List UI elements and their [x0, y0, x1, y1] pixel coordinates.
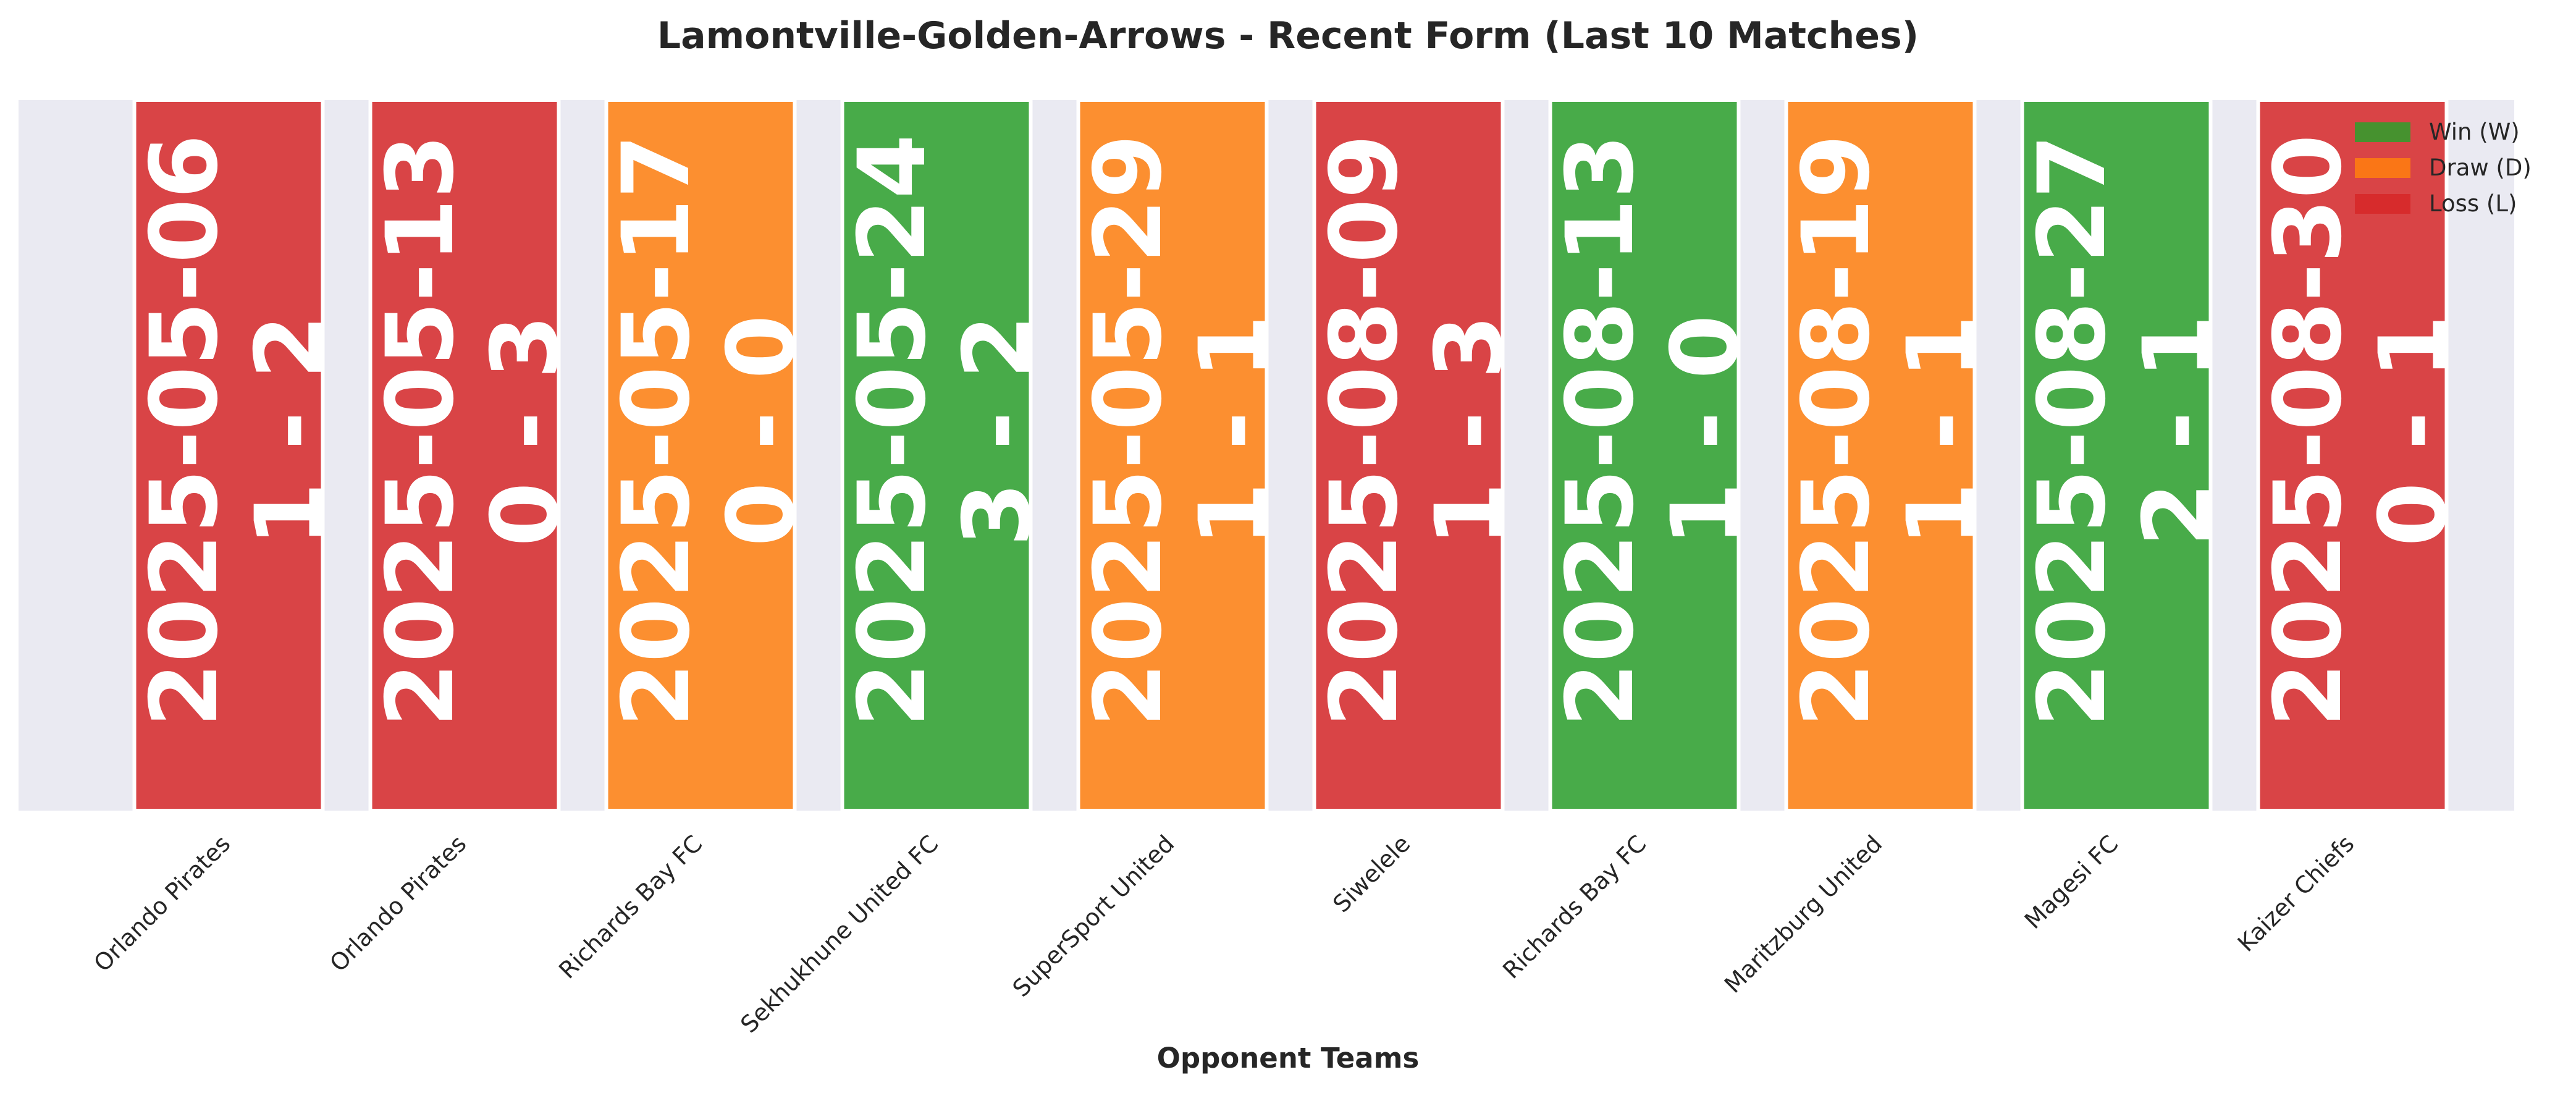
bar-label-7: 2025-08-131 - 0: [1547, 134, 1759, 727]
bar-date-label: 2025-08-27: [2019, 134, 2126, 727]
bar-label-10: 2025-08-300 - 1: [2255, 134, 2467, 727]
x-tick-label: SuperSport United: [1008, 830, 1180, 1002]
x-axis-label: Opponent Teams: [1157, 1042, 1420, 1074]
x-tick-label: Sekhukhune United FC: [735, 830, 943, 1038]
bar-8: [1784, 98, 1977, 812]
bar-4: [840, 98, 1033, 812]
bar-6: [1312, 98, 1505, 812]
bar-label-2: 2025-05-130 - 3: [367, 134, 579, 727]
legend-label-l: Loss (L): [2429, 190, 2517, 217]
bars-layer: [132, 98, 2449, 812]
bar-date-label: 2025-05-17: [603, 134, 710, 727]
bar-label-5: 2025-05-291 - 1: [1075, 134, 1287, 727]
x-tick-label: Maritzburg United: [1719, 830, 1887, 998]
bar-date-label: 2025-08-09: [1311, 134, 1418, 727]
bar-label-1: 2025-05-061 - 2: [131, 134, 343, 727]
legend-swatch-d: [2355, 158, 2410, 178]
bar-date-label: 2025-05-13: [367, 134, 474, 727]
bar-2: [368, 98, 561, 812]
bar-score-label: 0 - 0: [708, 314, 815, 546]
legend: Win (W) Draw (D) Loss (L): [2355, 119, 2532, 217]
bar-label-6: 2025-08-091 - 3: [1311, 134, 1523, 727]
x-tick-label: Richards Bay FC: [1497, 830, 1651, 984]
bar-3: [604, 98, 797, 812]
x-tick-labels: Orlando Pirates Orlando Pirates Richards B…: [88, 830, 2359, 1038]
bar-10: [2256, 98, 2449, 812]
bar-score-label: 1 - 3: [1416, 314, 1523, 546]
bar-label-9: 2025-08-272 - 1: [2019, 134, 2231, 727]
bar-label-8: 2025-08-191 - 1: [1783, 134, 1995, 727]
x-tick-label: Orlando Pirates: [88, 830, 235, 977]
x-tick-label: Kaizer Chiefs: [2233, 830, 2360, 957]
bar-5: [1076, 98, 1269, 812]
bar-labels-layer: 2025-05-061 - 2 2025-05-130 - 3 2025-05-17…: [131, 134, 2467, 727]
x-tick-label: Orlando Pirates: [324, 830, 471, 977]
x-tick-label: Richards Bay FC: [554, 830, 707, 984]
bar-score-label: 1 - 2: [236, 314, 343, 546]
legend-swatch-l: [2355, 194, 2410, 214]
bar-1: [132, 98, 325, 812]
bar-score-label: 3 - 2: [944, 314, 1051, 546]
legend-label-w: Win (W): [2429, 119, 2520, 145]
bar-9: [2020, 98, 2213, 812]
bar-score-label: 2 - 1: [2124, 314, 2231, 546]
bar-date-label: 2025-08-19: [1783, 134, 1890, 727]
bar-label-3: 2025-05-170 - 0: [603, 134, 815, 727]
bar-date-label: 2025-08-30: [2255, 134, 2362, 727]
bar-date-label: 2025-05-29: [1075, 134, 1182, 727]
bar-score-label: 1 - 1: [1180, 314, 1287, 546]
bar-7: [1548, 98, 1741, 812]
bar-date-label: 2025-05-24: [839, 134, 946, 727]
bar-score-label: 0 - 3: [472, 314, 579, 546]
x-tick-label: Magesi FC: [2019, 830, 2124, 934]
x-tick-label: Siwelele: [1328, 830, 1415, 918]
bar-date-label: 2025-05-06: [131, 134, 238, 727]
legend-swatch-w: [2355, 122, 2410, 142]
bar-label-4: 2025-05-243 - 2: [839, 134, 1051, 727]
chart-title: Lamontville-Golden-Arrows - Recent Form …: [657, 14, 1919, 57]
bar-score-label: 1 - 0: [1652, 314, 1759, 546]
legend-label-d: Draw (D): [2429, 154, 2532, 181]
bar-score-label: 1 - 1: [1888, 314, 1995, 546]
bar-score-label: 0 - 1: [2360, 314, 2467, 546]
bar-date-label: 2025-08-13: [1547, 134, 1654, 727]
